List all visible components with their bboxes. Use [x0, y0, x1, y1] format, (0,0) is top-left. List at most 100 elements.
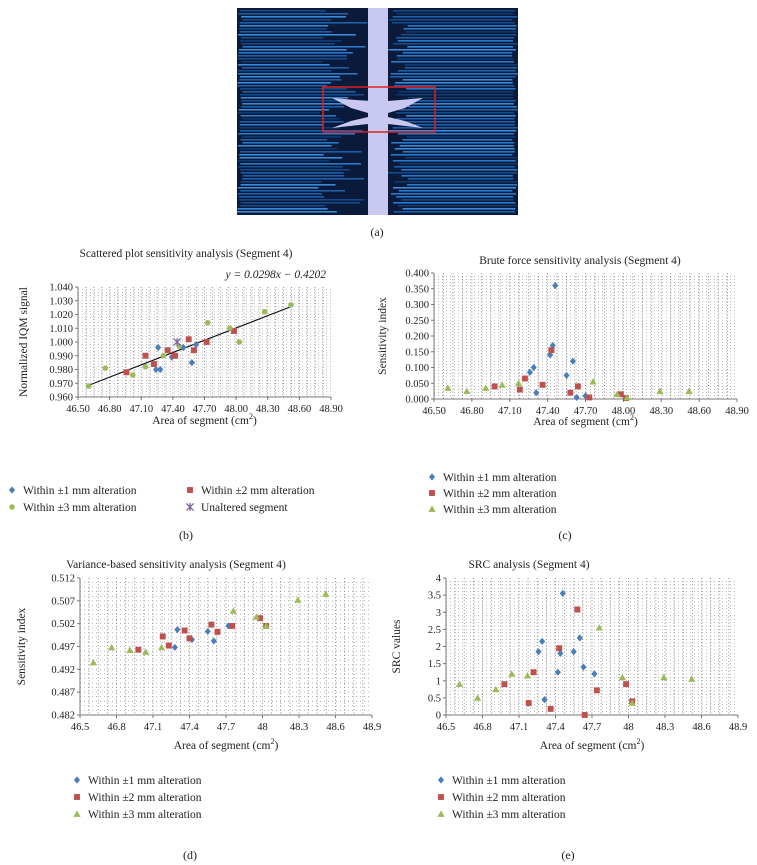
y-tick-label: 0.100	[405, 363, 429, 374]
panel-a-image	[237, 8, 518, 215]
panel-a-stripe	[240, 172, 344, 174]
data-point	[102, 365, 109, 371]
panel-a-stripe	[240, 139, 328, 141]
panel-a-stripe	[239, 94, 365, 96]
legend-label: Within ±2 mm alteration	[452, 792, 566, 804]
data-point	[203, 339, 210, 345]
panel-a-stripe	[390, 193, 517, 195]
data-point	[185, 336, 192, 343]
y-tick-label: 0.980	[49, 365, 73, 376]
legend-marker	[428, 473, 436, 481]
data-point	[582, 392, 589, 400]
chart-d-x-label: Area of segment (cm2)	[174, 737, 279, 752]
data-point	[150, 361, 157, 367]
data-point	[152, 365, 160, 374]
panel-a-stripe	[240, 163, 361, 165]
data-point	[123, 369, 130, 376]
panel-a-stripe	[397, 133, 515, 135]
data-point	[210, 637, 217, 645]
x-tick-label: 48	[623, 722, 634, 733]
data-point	[548, 347, 555, 354]
panel-a-stripe	[241, 43, 335, 45]
panel-a-stripe	[399, 100, 516, 102]
x-tick-label: 46.8	[107, 722, 125, 733]
chart-d-grid	[80, 578, 372, 715]
panel-a-stripe	[239, 157, 343, 159]
caption-b: (b)	[179, 528, 193, 542]
data-point	[685, 387, 693, 395]
legend-label: Within ±2 mm alteration	[88, 792, 202, 804]
panel-a-stripe	[397, 70, 516, 72]
panel-a-stripe	[402, 124, 515, 126]
data-point	[660, 673, 668, 681]
data-point	[516, 386, 523, 393]
panel-a-stripe	[402, 79, 513, 81]
panel-a-stripe	[240, 115, 336, 117]
y-tick-label: 1	[436, 676, 441, 687]
data-point	[130, 372, 136, 378]
panel-a-stripe	[398, 109, 518, 111]
panel-a-stripe	[238, 49, 347, 51]
data-point	[491, 383, 498, 390]
panel-a-stripe	[396, 37, 515, 39]
data-point	[656, 387, 664, 395]
data-point	[508, 670, 516, 677]
panel-a-stripe	[238, 196, 324, 198]
y-tick-label: 1.5	[428, 659, 441, 670]
panel-a-stripe	[239, 31, 332, 33]
panel-a-stripe	[397, 91, 514, 93]
x-tick-label: 48.90	[725, 406, 749, 417]
panel-a-stripe	[402, 208, 516, 210]
data-point	[525, 700, 532, 706]
panel-a-stripe	[396, 103, 514, 105]
data-point	[530, 363, 537, 372]
panel-a-stripe	[394, 166, 515, 168]
series-2	[491, 347, 629, 402]
panel-a-stripe	[239, 124, 323, 126]
data-point	[214, 628, 221, 635]
panel-a-stripe	[239, 22, 368, 24]
y-tick-label: 0.250	[405, 316, 429, 327]
panel-a-stripe	[402, 151, 515, 153]
panel-a-stripe	[399, 145, 514, 147]
panel-a-stripe	[237, 145, 332, 147]
y-tick-label: 1.030	[49, 296, 73, 307]
panel-a-stripe	[238, 112, 320, 114]
panel-a-stripe	[240, 100, 370, 102]
panel-a-stripe	[240, 184, 336, 186]
panel-a-stripe	[242, 46, 366, 48]
data-point	[581, 712, 588, 718]
panel-a-stripe	[405, 31, 517, 33]
data-point	[617, 391, 624, 398]
chart-e-src: SRC analysis (Segment 4) 46.5 46.8 47.1 47.4…	[391, 559, 747, 821]
panel-a-stripe	[240, 181, 322, 183]
data-point	[623, 681, 630, 688]
x-tick-label: 46.5	[437, 722, 455, 733]
data-point	[322, 590, 330, 597]
panel-a-stripe	[242, 91, 356, 93]
panel-a-stripe	[237, 34, 356, 36]
data-point	[521, 375, 528, 382]
data-point	[613, 390, 621, 398]
data-point	[530, 669, 537, 676]
series-3	[85, 302, 294, 389]
panel-a-stripe	[406, 184, 518, 186]
panel-a-stripe	[392, 160, 516, 162]
panel-a-stripe	[392, 16, 518, 18]
panel-a-stripe	[240, 148, 338, 150]
data-point	[160, 352, 167, 359]
data-point	[552, 282, 559, 290]
panel-a-stripe	[240, 88, 348, 90]
legend-label: Within ±3 mm alteration	[23, 502, 137, 514]
x-tick-label: 48.30	[649, 406, 673, 417]
y-tick-label: 0.050	[405, 379, 429, 390]
x-tick-label: 48	[257, 722, 268, 733]
panel-a-stripe	[406, 115, 516, 117]
data-point	[533, 389, 540, 397]
data-point	[595, 624, 603, 631]
data-point	[455, 680, 463, 688]
panel-a-stripe	[240, 106, 345, 108]
panel-a-stripe	[398, 190, 513, 192]
legend-marker	[428, 505, 436, 512]
